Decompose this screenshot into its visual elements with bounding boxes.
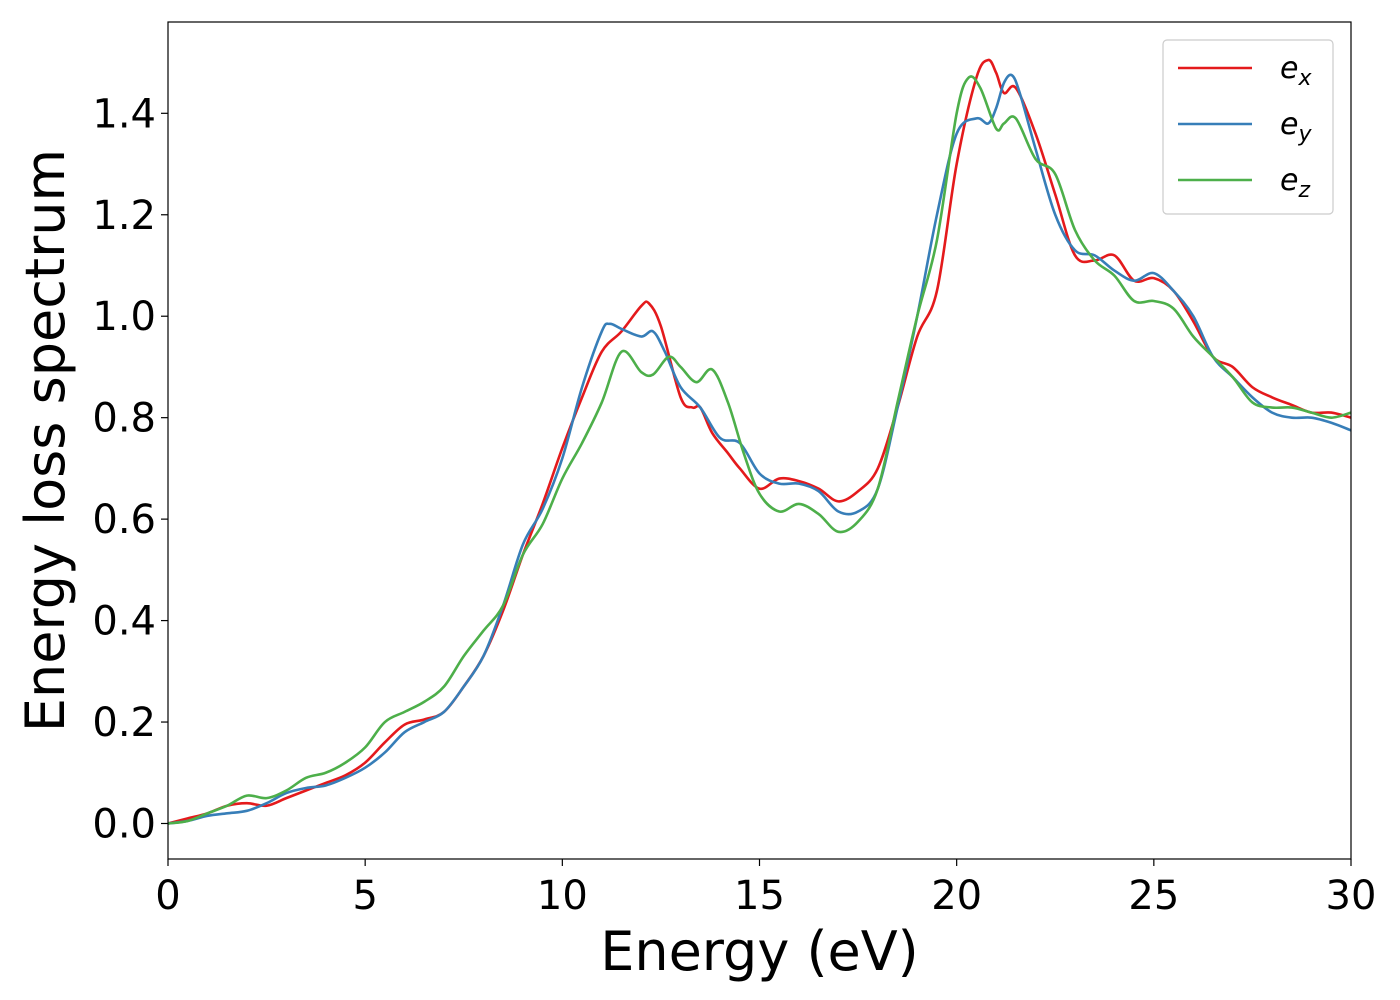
series-line-y [168,73,1351,825]
x-tick-label: 15 [734,873,785,919]
y-tick-label: 0.6 [92,497,156,543]
x-tick-label: 20 [931,873,982,919]
legend: ex ey ez [1162,39,1334,215]
y-tick-label: 0.2 [92,700,156,746]
legend-box [1162,39,1334,215]
series-layer [168,58,1351,825]
x-tick-label: 30 [1326,873,1377,919]
x-axis-label: Energy (eV) [600,920,919,983]
x-tick-label: 5 [352,873,377,919]
y-tick-label: 1.4 [92,91,156,137]
x-tick-label: 0 [155,873,180,919]
y-tick-label: 0.4 [92,599,156,645]
y-tick-label: 1.2 [92,193,156,239]
legend-label-y: ey [1280,107,1312,147]
y-tick-label: 0.0 [92,801,156,847]
x-axis-ticks: 0 5 10 15 20 25 30 [155,859,1376,919]
y-tick-label: 1.0 [92,294,156,340]
x-tick-label: 10 [537,873,588,919]
legend-label-x: ex [1280,51,1312,91]
series-line-z [168,75,1351,825]
x-tick-label: 25 [1128,873,1179,919]
legend-label-z: ez [1280,163,1310,203]
y-axis-ticks: 0.0 0.2 0.4 0.6 0.8 1.0 1.2 1.4 [92,91,168,847]
y-tick-label: 0.8 [92,396,156,442]
y-axis-label: Energy loss spectrum [14,149,77,732]
